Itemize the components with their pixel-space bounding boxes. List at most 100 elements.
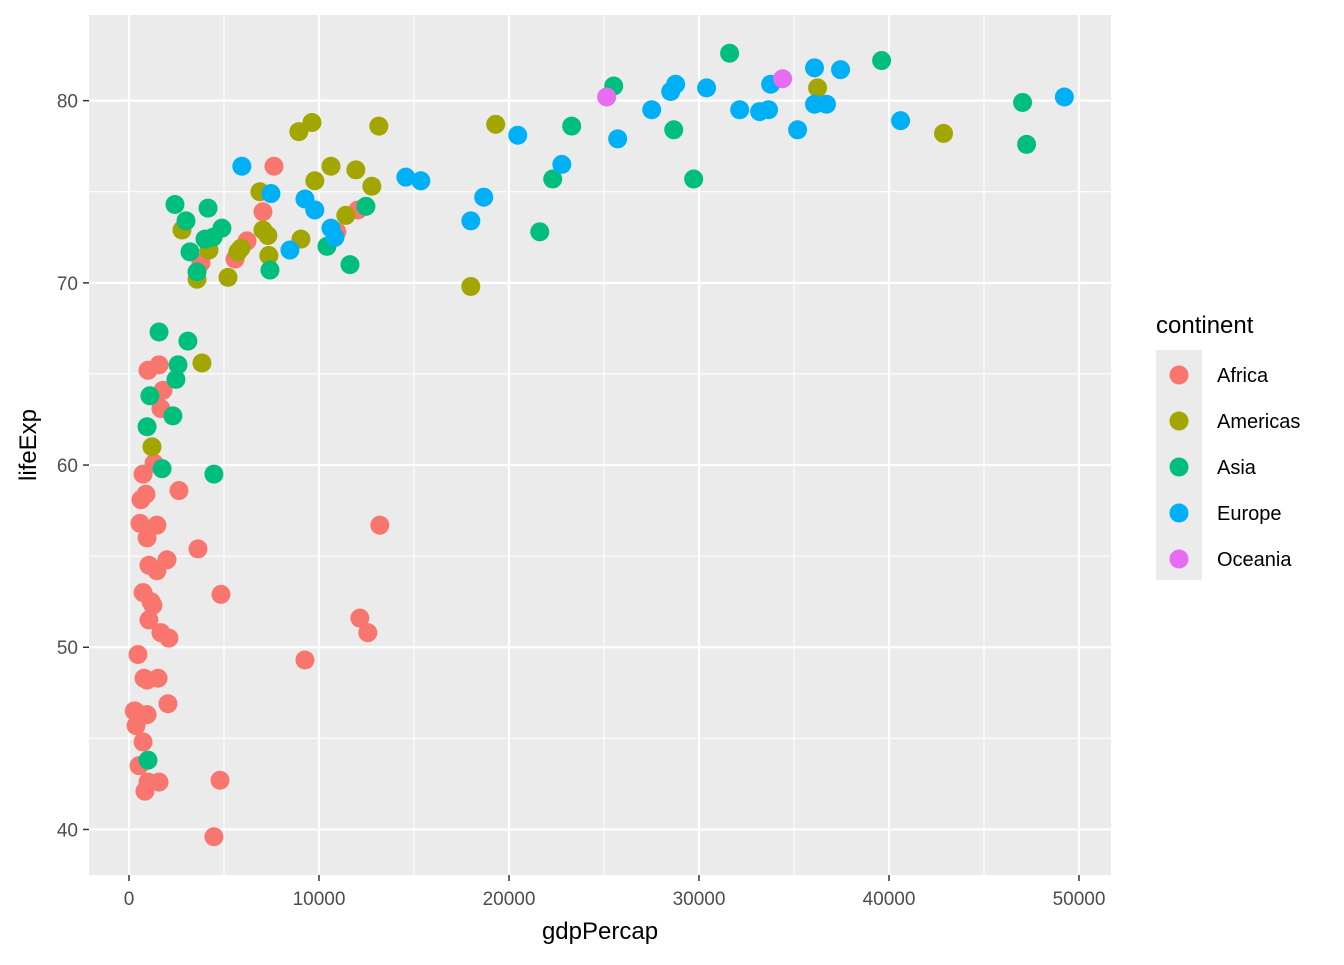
data-point-europe — [325, 227, 345, 247]
data-point-europe — [666, 74, 686, 94]
data-point-africa — [211, 584, 231, 604]
data-point-africa — [128, 645, 148, 665]
legend-key-americas — [1169, 411, 1189, 431]
data-point-asia — [664, 120, 684, 140]
data-point-africa — [169, 481, 189, 501]
gridlines — [89, 15, 1111, 875]
data-point-asia — [180, 242, 200, 262]
data-point-asia — [872, 51, 892, 71]
data-points — [124, 43, 1074, 847]
data-point-asia — [137, 417, 157, 437]
data-point-europe — [232, 156, 252, 176]
legend-key-africa — [1169, 365, 1189, 385]
data-point-asia — [204, 464, 224, 484]
data-point-oceania — [773, 69, 793, 89]
data-point-asia — [178, 331, 198, 351]
data-point-americas — [302, 113, 322, 132]
data-point-europe — [730, 100, 750, 120]
y-axis-ticks: 40 50 60 70 80 — [57, 92, 89, 841]
legend-key-asia — [1169, 457, 1189, 477]
y-tick-label: 40 — [57, 820, 78, 841]
data-point-africa — [143, 595, 163, 615]
data-point-africa — [350, 608, 370, 628]
x-axis-label: gdpPercap — [542, 918, 658, 945]
panel-background — [89, 15, 1111, 875]
legend-title: continent — [1156, 312, 1254, 339]
data-point-asia — [1013, 92, 1033, 112]
y-tick-label: 50 — [57, 638, 78, 659]
data-point-asia — [260, 260, 280, 280]
data-point-europe — [642, 100, 662, 120]
data-point-europe — [552, 154, 572, 174]
data-point-africa — [264, 156, 284, 176]
data-point-asia — [140, 386, 160, 406]
data-point-asia — [138, 750, 158, 770]
x-tick-label: 30000 — [673, 889, 726, 910]
data-point-africa — [137, 670, 157, 690]
data-point-europe — [474, 187, 494, 207]
data-point-africa — [358, 623, 378, 643]
data-point-africa — [135, 781, 155, 801]
data-point-americas — [218, 267, 238, 287]
data-point-africa — [137, 528, 157, 548]
data-point-africa — [133, 732, 153, 752]
data-point-africa — [130, 513, 150, 533]
data-point-europe — [805, 58, 825, 78]
data-point-asia — [530, 222, 550, 242]
data-point-europe — [608, 129, 628, 149]
data-point-americas — [142, 437, 162, 457]
data-point-africa — [204, 827, 224, 847]
x-tick-label: 0 — [124, 889, 135, 910]
data-point-africa — [133, 464, 153, 484]
data-point-asia — [195, 229, 215, 249]
data-point-americas — [461, 276, 481, 296]
data-point-africa — [139, 610, 159, 630]
data-point-americas — [369, 116, 389, 136]
data-point-americas — [228, 242, 248, 262]
x-axis-ticks: 0 10000 20000 30000 40000 50000 — [124, 875, 1106, 910]
data-point-europe — [1054, 87, 1074, 107]
data-point-asia — [1017, 134, 1037, 154]
data-point-europe — [305, 200, 325, 220]
data-point-europe — [891, 111, 911, 131]
legend-key-europe — [1169, 503, 1189, 523]
data-point-americas — [934, 123, 954, 143]
x-tick-label: 20000 — [483, 889, 536, 910]
legend-label-asia: Asia — [1217, 457, 1257, 479]
data-point-africa — [188, 539, 208, 559]
data-point-americas — [336, 205, 356, 225]
y-tick-label: 60 — [57, 456, 78, 477]
legend-key-oceania — [1169, 549, 1189, 569]
data-point-europe — [396, 167, 416, 187]
data-point-americas — [346, 160, 366, 180]
data-point-europe — [280, 240, 300, 260]
data-point-europe — [831, 60, 851, 80]
data-point-americas — [321, 156, 341, 176]
data-point-africa — [253, 202, 273, 222]
data-point-europe — [508, 125, 528, 145]
x-tick-label: 10000 — [293, 889, 346, 910]
data-point-americas — [362, 176, 382, 196]
data-point-europe — [461, 211, 481, 231]
data-point-europe — [261, 184, 281, 204]
data-point-asia — [176, 211, 196, 231]
x-tick-label: 40000 — [863, 889, 916, 910]
data-point-americas — [259, 246, 279, 266]
data-point-africa — [210, 770, 230, 790]
legend-label-africa: Africa — [1217, 365, 1269, 387]
x-tick-label: 50000 — [1053, 889, 1106, 910]
data-point-europe — [411, 171, 431, 191]
data-point-asia — [198, 198, 218, 218]
data-point-asia — [149, 322, 169, 342]
data-point-americas — [192, 353, 212, 373]
data-point-europe — [759, 100, 779, 120]
y-tick-label: 70 — [57, 274, 78, 295]
data-point-americas — [305, 171, 325, 191]
data-point-europe — [788, 120, 808, 140]
data-point-asia — [562, 116, 582, 136]
data-point-africa — [138, 360, 158, 380]
data-point-europe — [816, 94, 836, 114]
data-point-americas — [258, 225, 278, 245]
data-point-europe — [697, 78, 717, 98]
legend-label-oceania: Oceania — [1217, 549, 1292, 571]
